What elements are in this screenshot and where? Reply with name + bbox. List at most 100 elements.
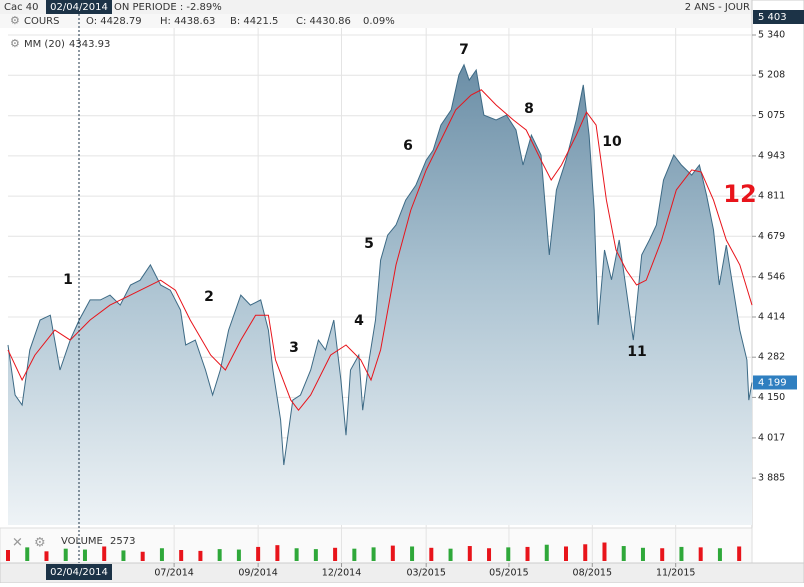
max-label: 5 403	[758, 12, 787, 23]
instrument: Cac 40	[4, 2, 39, 13]
info-bar	[0, 14, 752, 28]
x-tick-label: 09/2014	[238, 568, 277, 579]
y-tick-label: 5 208	[758, 70, 785, 81]
volume-bar	[102, 546, 107, 561]
volume-bar	[564, 546, 568, 561]
volume-bar	[698, 547, 703, 561]
x-tick-label: 03/2015	[406, 568, 445, 579]
volume-bar	[313, 549, 318, 561]
y-tick-label: 4 811	[758, 191, 785, 202]
volume-bar	[82, 549, 87, 561]
volume-bar	[717, 548, 722, 561]
volume-bar	[140, 551, 145, 561]
volume-bar	[63, 548, 68, 561]
open: O: 4428.79	[86, 16, 142, 27]
high: H: 4438.63	[160, 16, 215, 27]
y-tick-label: 5 340	[758, 30, 785, 41]
volume-bar	[333, 547, 338, 561]
last-label: 4 199	[758, 377, 787, 388]
y-axis-panel	[751, 0, 804, 584]
volume-bar	[256, 546, 261, 561]
volume-last: 2573	[110, 536, 135, 547]
crosshair-label: 02/04/2014	[50, 2, 108, 13]
y-tick-label: 4 546	[758, 271, 785, 282]
volume-bar	[294, 548, 299, 561]
volume-bar	[371, 547, 376, 561]
volume-bar	[275, 545, 280, 561]
annotation: 1	[63, 272, 73, 288]
volume-bar	[621, 546, 626, 561]
annotation: 10	[602, 134, 622, 150]
range: 2 ANS - JOUR	[685, 2, 750, 13]
ma-line	[7, 89, 753, 412]
y-tick-label: 4 943	[758, 150, 785, 161]
volume-bar	[506, 547, 511, 561]
y-tick-label: 4 150	[758, 392, 785, 403]
close-icon[interactable]: ✕	[12, 536, 23, 551]
volume-bar	[410, 546, 415, 561]
annotation: 5	[364, 236, 374, 252]
change: 0.09%	[363, 16, 395, 27]
volume-bar	[448, 548, 453, 561]
y-tick-label: 4 679	[758, 231, 785, 242]
low: B: 4421.5	[230, 16, 278, 27]
annotation: 2	[204, 289, 214, 305]
annotation: 3	[289, 340, 299, 356]
period-change: ON PERIODE : -2.89%	[114, 2, 222, 13]
gear-icon[interactable]: ⚙	[10, 14, 20, 27]
x-tick-label: 12/2014	[322, 568, 361, 579]
price-area-fill	[8, 64, 752, 526]
close: C: 4430.86	[296, 16, 351, 27]
volume-bar	[544, 544, 549, 561]
annotation: 8	[524, 101, 534, 117]
annotation: 11	[627, 344, 646, 360]
volume-bar	[602, 542, 607, 561]
volume-bar	[640, 547, 645, 561]
crosshair-box	[46, 0, 112, 14]
x-tick-label: 08/2015	[573, 568, 612, 579]
y-tick-label: 4 017	[758, 432, 785, 443]
volume-bar	[525, 546, 530, 561]
y-tick-label: 4 282	[758, 352, 785, 363]
volume-bar	[236, 549, 241, 561]
volume-bar	[198, 550, 203, 561]
y-tick-label: 3 885	[758, 473, 785, 484]
x-tick-label: 11/2015	[656, 568, 695, 579]
gear-icon[interactable]: ⚙	[34, 536, 46, 551]
last-box	[753, 375, 797, 390]
price-line	[7, 63, 753, 466]
volume-label: VOLUME	[61, 536, 103, 547]
volume-bar	[660, 548, 665, 561]
ma-value: 4343.93	[69, 39, 110, 50]
y-tick-label: 4 414	[758, 312, 785, 323]
crosshair-box	[46, 564, 112, 580]
volume-bar	[352, 548, 357, 561]
volume-bar	[6, 550, 10, 561]
volume-bar	[583, 544, 588, 561]
gear-icon[interactable]: ⚙	[10, 37, 20, 50]
plot	[7, 63, 753, 526]
ma-label: MM (20)	[24, 39, 65, 50]
volume-bar	[121, 550, 126, 561]
max-box	[753, 10, 804, 24]
header-bar	[0, 0, 752, 14]
y-tick-label: 5 075	[758, 110, 785, 121]
volume-bar	[179, 550, 184, 561]
crosshair-label: 02/04/2014	[50, 567, 108, 578]
volume-bar	[25, 547, 30, 561]
x-tick-label: 05/2015	[489, 568, 528, 579]
annotation: 12	[723, 180, 756, 208]
volume-bar	[679, 546, 684, 561]
volume-bar	[217, 549, 222, 561]
annotation: 4	[354, 313, 364, 329]
volume-bar	[429, 547, 434, 561]
volume-bar	[159, 548, 164, 561]
annotation: 7	[459, 42, 469, 58]
volume-bar	[737, 546, 742, 561]
volume-bar	[44, 551, 49, 561]
annotation: 6	[403, 138, 413, 154]
ohlc-name: COURS	[24, 16, 59, 27]
volume-bar	[487, 548, 492, 561]
